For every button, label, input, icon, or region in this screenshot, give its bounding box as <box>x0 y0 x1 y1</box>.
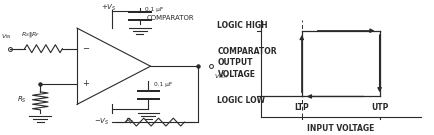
Text: COMPARATOR: COMPARATOR <box>217 47 276 56</box>
Text: $R_S$: $R_S$ <box>16 94 26 105</box>
Text: $+V_S$: $+V_S$ <box>101 3 116 13</box>
Text: COMPARATOR: COMPARATOR <box>146 15 194 21</box>
Text: LTP: LTP <box>294 103 309 112</box>
Text: 0.1 μF: 0.1 μF <box>145 6 163 11</box>
Text: VOLTAGE: VOLTAGE <box>217 70 255 79</box>
Text: LOGIC LOW: LOGIC LOW <box>217 96 265 105</box>
Text: OUTPUT: OUTPUT <box>217 58 253 68</box>
Text: 0.1 μF: 0.1 μF <box>154 82 172 87</box>
Text: $R_F$: $R_F$ <box>124 117 134 127</box>
Text: LOGIC HIGH: LOGIC HIGH <box>217 21 267 30</box>
Text: $V_{OUT}$: $V_{OUT}$ <box>214 72 230 81</box>
Text: +: + <box>82 79 89 88</box>
Text: $-V_S$: $-V_S$ <box>94 117 110 127</box>
Text: $V_{IN}$: $V_{IN}$ <box>1 32 12 41</box>
Text: INPUT VOLTAGE: INPUT VOLTAGE <box>306 124 374 133</box>
Text: UTP: UTP <box>370 103 388 112</box>
Text: −: − <box>82 44 89 53</box>
Text: $R_S \Vert R_F$: $R_S \Vert R_F$ <box>21 30 40 39</box>
